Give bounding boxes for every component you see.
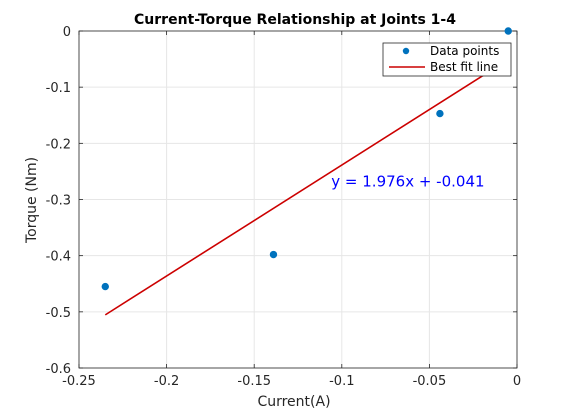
legend-label-data-points: Data points [430, 44, 499, 58]
x-tick-label: -0.05 [413, 374, 447, 389]
chart-title: Current-Torque Relationship at Joints 1-… [134, 12, 456, 28]
x-tick-label: -0.15 [237, 374, 271, 389]
x-tick-label: -0.2 [154, 374, 179, 389]
x-tick-label: -0.1 [329, 374, 354, 389]
data-point [436, 109, 444, 118]
y-axis-label: Torque (Nm) [24, 157, 40, 244]
data-point [269, 250, 278, 259]
x-tick-label: -0.25 [62, 374, 96, 389]
y-tick-label: -0.1 [46, 81, 71, 96]
series-layer [101, 27, 512, 316]
data-point [504, 27, 512, 35]
y-tick-label: -0.3 [46, 194, 71, 209]
x-tick-label: 0 [513, 374, 521, 389]
legend: Data points Best fit line [382, 42, 512, 77]
axis-ticks: -0.25 -0.2 -0.15 -0.1 -0.05 0 0 -0.1 -0.2 -0.3 -0.… [46, 25, 522, 389]
y-tick-label: -0.6 [46, 362, 71, 377]
fit-equation-annotation: y = 1.976x + -0.041 [331, 173, 484, 191]
data-point [101, 282, 109, 291]
legend-label-best-fit: Best fit line [430, 60, 498, 74]
y-tick-label: -0.2 [46, 137, 71, 152]
x-axis-label: Current(A) [257, 394, 330, 410]
plot-area: -0.25 -0.2 -0.15 -0.1 -0.05 0 0 -0.1 -0.2 -0.3 -0.… [46, 25, 522, 389]
y-tick-label: -0.5 [46, 306, 71, 321]
y-tick-label: 0 [63, 25, 71, 40]
y-tick-label: -0.4 [46, 250, 71, 265]
legend-marker-data-points [402, 47, 410, 55]
best-fit-line [104, 58, 509, 316]
